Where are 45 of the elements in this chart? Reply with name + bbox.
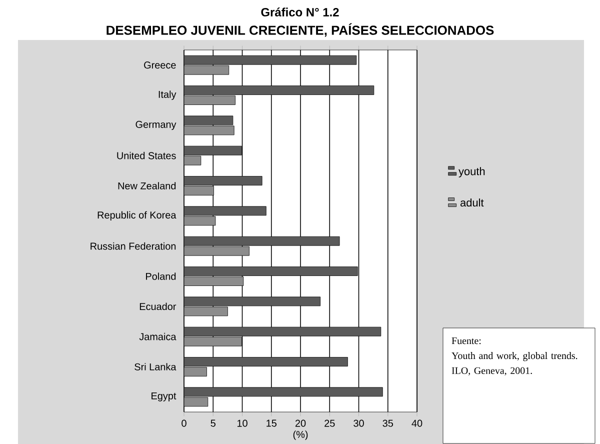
- x-tick-label: 30: [354, 420, 364, 427]
- y-tick-label: Italy: [158, 90, 176, 100]
- y-tick-label: Ecuador: [140, 302, 176, 310]
- x-tick-label: 20: [295, 420, 306, 427]
- chart-title: Gráfico N° 1.2: [261, 8, 339, 16]
- bar: [184, 266, 358, 276]
- bar: [184, 186, 214, 196]
- bar: [184, 296, 321, 306]
- bar: [184, 96, 236, 105]
- bar: [184, 236, 340, 246]
- y-tick-label: Egypt: [152, 392, 176, 402]
- y-tick-label: United States: [117, 152, 176, 160]
- x-tick-label: 40: [412, 420, 422, 427]
- x-axis-title: (%): [293, 430, 308, 440]
- chart-subtitle: DESEMPLEO JUVENIL CRECIENTE, PAÍSES SELECCIONADOS: [106, 23, 494, 37]
- bar: [184, 116, 234, 126]
- bar: [184, 276, 244, 286]
- text: Youth and work, global trends. ILO, Geneva, 2001.: [452, 352, 578, 376]
- x-tick-label: 25: [324, 420, 335, 427]
- y-tick-label: Sri Lanka: [134, 363, 176, 370]
- x-tick-label: 10: [237, 420, 248, 427]
- x-tick-label: 15: [266, 420, 277, 427]
- bar: [184, 86, 374, 95]
- x-tick-label: 5: [210, 420, 216, 427]
- y-tick-label: Poland: [146, 272, 176, 280]
- source-note: Fuente:: [452, 337, 481, 344]
- bar: [184, 206, 266, 216]
- bar: [184, 306, 228, 316]
- bar: [184, 357, 348, 366]
- bar: [184, 387, 383, 397]
- y-tick-label: New Zealand: [118, 182, 176, 190]
- bar: [184, 176, 262, 186]
- y-tick-label: Republic of Korea: [98, 211, 176, 221]
- x-tick-label: 35: [382, 420, 393, 427]
- legend-label: youth: [458, 167, 485, 178]
- bar: [184, 126, 234, 136]
- y-tick-label: Russian Federation: [90, 242, 176, 250]
- x-tick-label: 0: [182, 420, 186, 427]
- y-tick-label: Greece: [144, 62, 176, 69]
- bar: [184, 397, 208, 407]
- legend-label: adult: [460, 198, 484, 207]
- bar: [184, 367, 207, 376]
- y-tick-label: Germany: [136, 120, 176, 130]
- bar: [184, 216, 216, 226]
- y-tick-label: Jamaica: [139, 332, 176, 340]
